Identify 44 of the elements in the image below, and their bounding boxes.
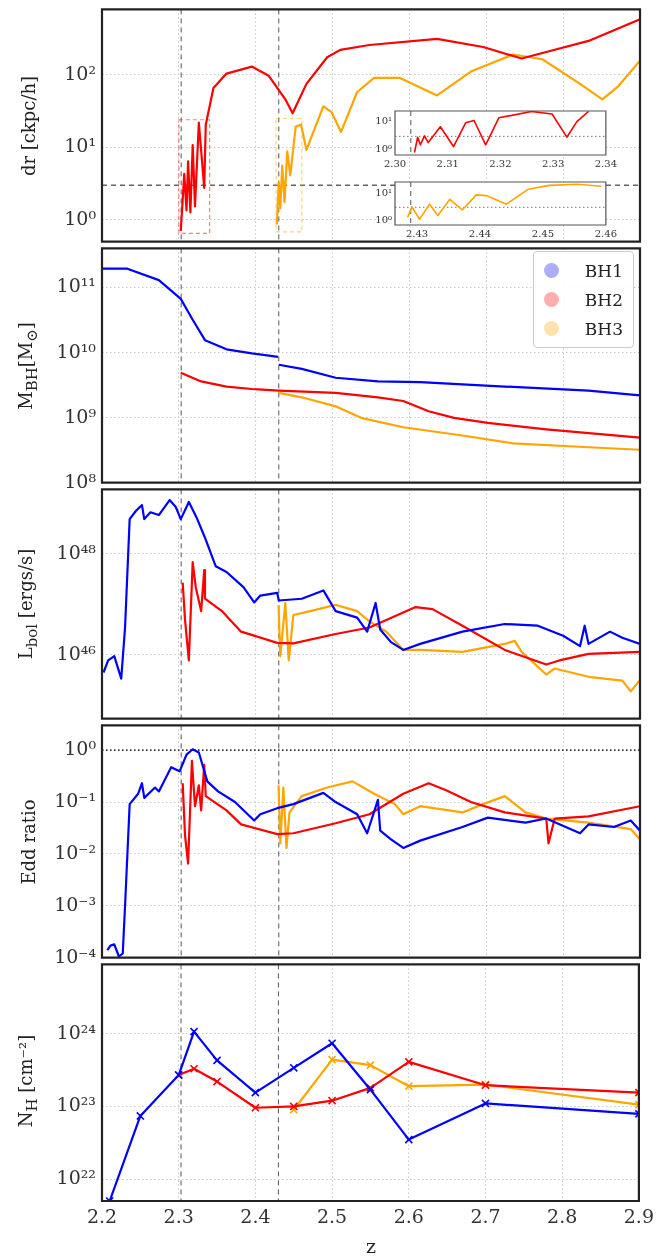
- y-tick-label: 10⁻¹: [54, 788, 96, 811]
- x-tick-label: 2.6: [393, 1205, 424, 1228]
- y-tick-label: 10¹: [64, 134, 96, 157]
- y-tick-label: 10²³: [56, 1093, 96, 1116]
- x-tick-label: 2.34: [594, 157, 617, 169]
- y-axis-title: dr [ckpc/h]: [17, 75, 39, 176]
- legend-label: BH2: [584, 289, 623, 310]
- x-tick-label: 2.8: [547, 1205, 578, 1228]
- y-tick-label: 10¹: [375, 186, 392, 198]
- x-tick-label: 2.43: [405, 227, 429, 239]
- x-axis-title: z: [365, 1235, 377, 1257]
- y-tick-label: 10⁻²: [54, 840, 96, 863]
- x-tick-label: 2.32: [489, 157, 512, 169]
- x-tick-label: 2.44: [468, 227, 492, 239]
- x-tick-label: 2.45: [531, 227, 555, 239]
- y-tick-label: 10⁴⁸: [56, 540, 97, 563]
- y-tick-label: 10⁰: [375, 213, 392, 225]
- x-tick-label: 2.5: [316, 1205, 348, 1228]
- y-tick-label: 10²: [64, 61, 96, 84]
- y-tick-label: 10⁰: [64, 737, 97, 760]
- legend-label: BH3: [584, 318, 623, 339]
- y-tick-label: 10¹¹: [56, 274, 96, 297]
- x-tick-label: 2.3: [163, 1205, 194, 1228]
- y-tick-label: 10⁴⁶: [56, 641, 97, 664]
- x-tick-label: 2.4: [240, 1205, 271, 1228]
- x-tick-label: 2.7: [470, 1205, 501, 1228]
- x-tick-label: 2.31: [436, 157, 459, 169]
- x-tick-label: 2.33: [542, 157, 565, 169]
- y-tick-label: 10⁻³: [54, 892, 96, 915]
- x-tick-label: 2.2: [86, 1205, 118, 1228]
- x-tick-label: 2.9: [623, 1205, 654, 1228]
- y-tick-label: 10⁹: [64, 404, 97, 427]
- y-tick-label: 10²²: [56, 1166, 96, 1189]
- y-axis-title: Edd ratio: [17, 798, 39, 885]
- y-tick-label: 10²⁴: [56, 1020, 97, 1043]
- y-tick-label: 10⁰: [375, 143, 392, 155]
- y-tick-label: 10⁸: [64, 469, 97, 492]
- x-tick-label: 2.30: [383, 157, 407, 169]
- y-tick-label: 10⁰: [64, 206, 97, 229]
- x-tick-label: 2.46: [594, 227, 617, 239]
- y-tick-label: 10⁻⁴: [54, 944, 97, 967]
- y-tick-label: 10¹: [375, 115, 392, 127]
- y-tick-label: 10¹⁰: [56, 339, 97, 362]
- legend-label: BH1: [584, 260, 623, 281]
